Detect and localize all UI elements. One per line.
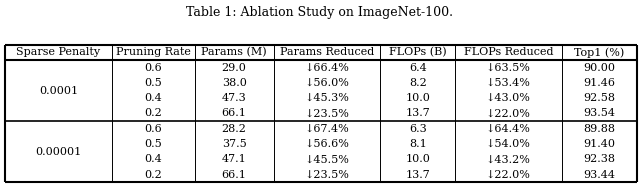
- Text: ↓22.0%: ↓22.0%: [486, 170, 531, 180]
- Text: 0.5: 0.5: [144, 139, 162, 149]
- Text: ↓64.4%: ↓64.4%: [486, 124, 531, 134]
- Text: 13.7: 13.7: [405, 170, 430, 180]
- Text: Top1 (%): Top1 (%): [574, 47, 625, 58]
- Text: 92.58: 92.58: [583, 93, 615, 103]
- Text: FLOPs Reduced: FLOPs Reduced: [464, 47, 553, 57]
- Text: 92.38: 92.38: [583, 154, 615, 164]
- Text: 93.54: 93.54: [583, 108, 615, 118]
- Text: 13.7: 13.7: [405, 108, 430, 118]
- Text: 0.2: 0.2: [144, 108, 162, 118]
- Text: 0.2: 0.2: [144, 170, 162, 180]
- Text: ↓22.0%: ↓22.0%: [486, 108, 531, 118]
- Text: Sparse Penalty: Sparse Penalty: [17, 47, 100, 57]
- Text: 66.1: 66.1: [221, 170, 246, 180]
- Text: 0.00001: 0.00001: [35, 147, 81, 157]
- Text: ↓53.4%: ↓53.4%: [486, 78, 531, 88]
- Text: ↓56.6%: ↓56.6%: [305, 139, 349, 149]
- Text: ↓45.5%: ↓45.5%: [305, 154, 349, 164]
- Text: ↓63.5%: ↓63.5%: [486, 62, 531, 73]
- Text: 0.6: 0.6: [144, 124, 162, 134]
- Text: 47.3: 47.3: [221, 93, 246, 103]
- Text: ↓66.4%: ↓66.4%: [305, 62, 349, 73]
- Text: 91.40: 91.40: [583, 139, 615, 149]
- Text: 93.44: 93.44: [583, 170, 615, 180]
- Text: 38.0: 38.0: [221, 78, 246, 88]
- Text: 0.5: 0.5: [144, 78, 162, 88]
- Text: 8.2: 8.2: [409, 78, 427, 88]
- Text: ↓43.2%: ↓43.2%: [486, 154, 531, 164]
- Text: 28.2: 28.2: [221, 124, 246, 134]
- Text: Params Reduced: Params Reduced: [280, 47, 374, 57]
- Text: 10.0: 10.0: [405, 93, 430, 103]
- Text: Pruning Rate: Pruning Rate: [116, 47, 191, 57]
- Text: ↓23.5%: ↓23.5%: [305, 108, 349, 118]
- Text: 37.5: 37.5: [221, 139, 246, 149]
- Text: 0.4: 0.4: [144, 154, 162, 164]
- Text: Params (M): Params (M): [202, 47, 267, 57]
- Text: ↓67.4%: ↓67.4%: [305, 124, 349, 134]
- Text: 89.88: 89.88: [583, 124, 615, 134]
- Text: 0.6: 0.6: [144, 62, 162, 73]
- Text: 90.00: 90.00: [583, 62, 615, 73]
- Text: 29.0: 29.0: [221, 62, 246, 73]
- Text: ↓54.0%: ↓54.0%: [486, 139, 531, 149]
- Text: 47.1: 47.1: [221, 154, 246, 164]
- Text: ↓56.0%: ↓56.0%: [305, 78, 349, 88]
- Text: 6.3: 6.3: [409, 124, 427, 134]
- Text: 91.46: 91.46: [583, 78, 615, 88]
- Text: 66.1: 66.1: [221, 108, 246, 118]
- Text: ↓43.0%: ↓43.0%: [486, 93, 531, 103]
- Text: 0.4: 0.4: [144, 93, 162, 103]
- Text: 8.1: 8.1: [409, 139, 427, 149]
- Text: Table 1: Ablation Study on ImageNet-100.: Table 1: Ablation Study on ImageNet-100.: [186, 6, 454, 19]
- Text: FLOPs (B): FLOPs (B): [389, 47, 447, 57]
- Text: 0.0001: 0.0001: [39, 86, 78, 96]
- Text: ↓23.5%: ↓23.5%: [305, 170, 349, 180]
- Text: 6.4: 6.4: [409, 62, 427, 73]
- Text: ↓45.3%: ↓45.3%: [305, 93, 349, 103]
- Text: 10.0: 10.0: [405, 154, 430, 164]
